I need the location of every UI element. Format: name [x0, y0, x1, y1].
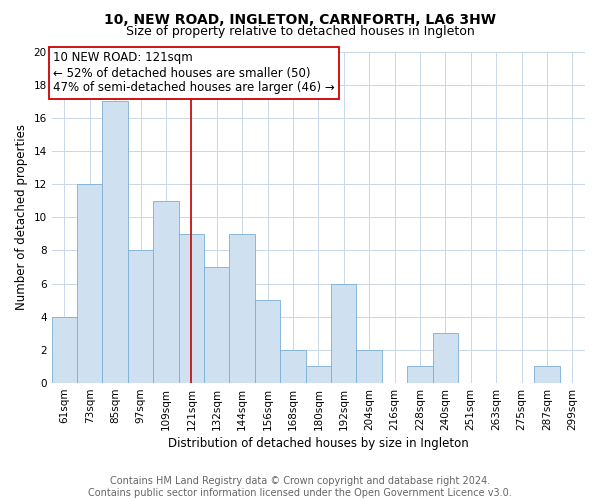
- Text: Contains HM Land Registry data © Crown copyright and database right 2024.
Contai: Contains HM Land Registry data © Crown c…: [88, 476, 512, 498]
- Bar: [356, 350, 382, 383]
- Bar: [255, 300, 280, 383]
- Bar: [433, 334, 458, 383]
- Bar: [305, 366, 331, 383]
- Bar: [229, 234, 255, 383]
- Y-axis label: Number of detached properties: Number of detached properties: [15, 124, 28, 310]
- Bar: [407, 366, 433, 383]
- Bar: [534, 366, 560, 383]
- Bar: [128, 250, 153, 383]
- X-axis label: Distribution of detached houses by size in Ingleton: Distribution of detached houses by size …: [168, 437, 469, 450]
- Text: 10 NEW ROAD: 121sqm
← 52% of detached houses are smaller (50)
47% of semi-detach: 10 NEW ROAD: 121sqm ← 52% of detached ho…: [53, 52, 335, 94]
- Bar: [331, 284, 356, 383]
- Bar: [77, 184, 103, 383]
- Bar: [153, 200, 179, 383]
- Bar: [280, 350, 305, 383]
- Bar: [52, 317, 77, 383]
- Bar: [103, 101, 128, 383]
- Bar: [204, 267, 229, 383]
- Text: 10, NEW ROAD, INGLETON, CARNFORTH, LA6 3HW: 10, NEW ROAD, INGLETON, CARNFORTH, LA6 3…: [104, 12, 496, 26]
- Bar: [179, 234, 204, 383]
- Text: Size of property relative to detached houses in Ingleton: Size of property relative to detached ho…: [125, 25, 475, 38]
